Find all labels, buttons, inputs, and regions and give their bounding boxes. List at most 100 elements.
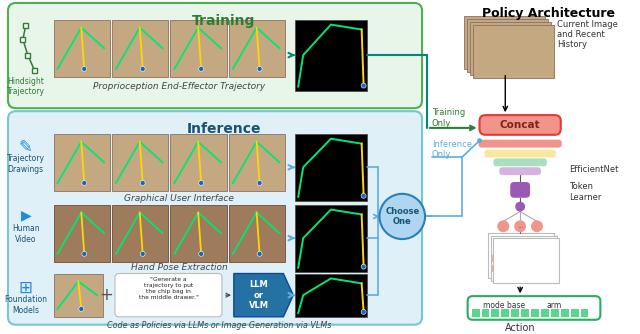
Text: Current Image
and Recent
History: Current Image and Recent History [557, 20, 618, 49]
Bar [54, 205, 110, 262]
Circle shape [198, 66, 204, 71]
Circle shape [198, 181, 204, 185]
Circle shape [257, 252, 262, 256]
Text: Hindsight
Trajectory: Hindsight Trajectory [7, 77, 45, 96]
FancyBboxPatch shape [493, 158, 547, 166]
Text: Policy Architecture: Policy Architecture [483, 7, 616, 20]
Bar [20, 37, 26, 42]
Circle shape [361, 309, 366, 314]
Circle shape [140, 181, 145, 185]
Bar [229, 20, 285, 77]
Bar [472, 309, 479, 317]
FancyBboxPatch shape [484, 150, 556, 157]
Text: Choose
One: Choose One [385, 207, 419, 226]
Bar [170, 205, 227, 262]
Text: Human
Video: Human Video [12, 224, 40, 244]
Circle shape [82, 181, 87, 185]
Text: Inference: Inference [187, 122, 261, 136]
Circle shape [140, 252, 145, 256]
Text: Training
Only: Training Only [432, 108, 465, 128]
Text: EfficientNet: EfficientNet [569, 165, 618, 174]
Circle shape [380, 194, 425, 239]
Circle shape [514, 220, 526, 232]
Text: ⊞: ⊞ [19, 279, 33, 297]
Circle shape [361, 83, 366, 88]
Bar [551, 309, 559, 317]
Text: ▶: ▶ [20, 209, 31, 222]
Bar [467, 19, 548, 72]
FancyBboxPatch shape [479, 115, 561, 135]
FancyBboxPatch shape [510, 182, 530, 198]
Bar [170, 134, 227, 191]
Circle shape [361, 193, 366, 198]
Bar [229, 134, 285, 191]
Bar [571, 309, 579, 317]
Bar [26, 53, 30, 57]
Bar [54, 20, 110, 77]
Text: Trajectory
Drawings: Trajectory Drawings [7, 154, 45, 174]
Circle shape [531, 220, 543, 232]
FancyBboxPatch shape [499, 167, 541, 175]
Text: arm: arm [547, 301, 562, 310]
Circle shape [497, 220, 509, 232]
FancyBboxPatch shape [115, 274, 222, 317]
Bar [531, 309, 539, 317]
Bar [295, 134, 367, 201]
Circle shape [257, 66, 262, 71]
Bar [492, 255, 550, 262]
Bar [492, 265, 550, 272]
Bar [295, 205, 367, 272]
Bar [501, 309, 509, 317]
FancyBboxPatch shape [8, 111, 422, 325]
Bar [470, 22, 551, 75]
Circle shape [257, 181, 262, 185]
Bar [112, 20, 168, 77]
Bar [112, 134, 168, 191]
Text: Inference
Only: Inference Only [432, 140, 472, 159]
Bar [492, 309, 499, 317]
Bar [54, 134, 110, 191]
Circle shape [82, 66, 87, 71]
Circle shape [477, 138, 482, 143]
FancyBboxPatch shape [479, 140, 562, 148]
Text: ...: ... [516, 223, 524, 229]
Bar [521, 309, 529, 317]
Circle shape [515, 202, 525, 211]
Text: Foundation
Models: Foundation Models [4, 295, 47, 315]
Bar [492, 236, 557, 281]
Text: Concat: Concat [500, 120, 540, 130]
Bar [229, 205, 285, 262]
Circle shape [140, 66, 145, 71]
Text: +: + [99, 286, 113, 304]
Bar [488, 233, 554, 279]
Circle shape [494, 238, 505, 249]
Text: Action: Action [505, 323, 536, 333]
Bar [295, 20, 367, 91]
Text: LLM
or
VLM: LLM or VLM [248, 280, 269, 310]
FancyBboxPatch shape [468, 296, 600, 320]
Bar [541, 309, 549, 317]
Circle shape [361, 264, 366, 269]
Text: Hand Pose Extraction: Hand Pose Extraction [131, 263, 228, 272]
Text: mode base: mode base [483, 301, 525, 310]
Text: Token
Learner: Token Learner [569, 182, 601, 201]
Bar [32, 68, 37, 73]
Bar [23, 23, 28, 28]
Bar [472, 25, 554, 78]
Bar [481, 309, 490, 317]
Text: Graphical User Interface: Graphical User Interface [124, 194, 234, 203]
Bar [561, 309, 569, 317]
Circle shape [507, 238, 518, 249]
Text: "Generate a
trajectory to put
the chip bag in
the middle drawer.": "Generate a trajectory to put the chip b… [138, 278, 198, 300]
Circle shape [79, 307, 84, 311]
Text: ✎: ✎ [19, 138, 33, 156]
Bar [493, 238, 559, 283]
Text: Training: Training [192, 14, 255, 28]
Text: Proprioception End-Effector Trajectory: Proprioception End-Effector Trajectory [93, 82, 266, 91]
Text: Code as Policies via LLMs or Image Generation via VLMs: Code as Policies via LLMs or Image Gener… [107, 321, 331, 330]
Bar [295, 274, 367, 317]
Bar [170, 20, 227, 77]
Bar [463, 16, 545, 69]
Bar [112, 205, 168, 262]
FancyBboxPatch shape [8, 3, 422, 108]
